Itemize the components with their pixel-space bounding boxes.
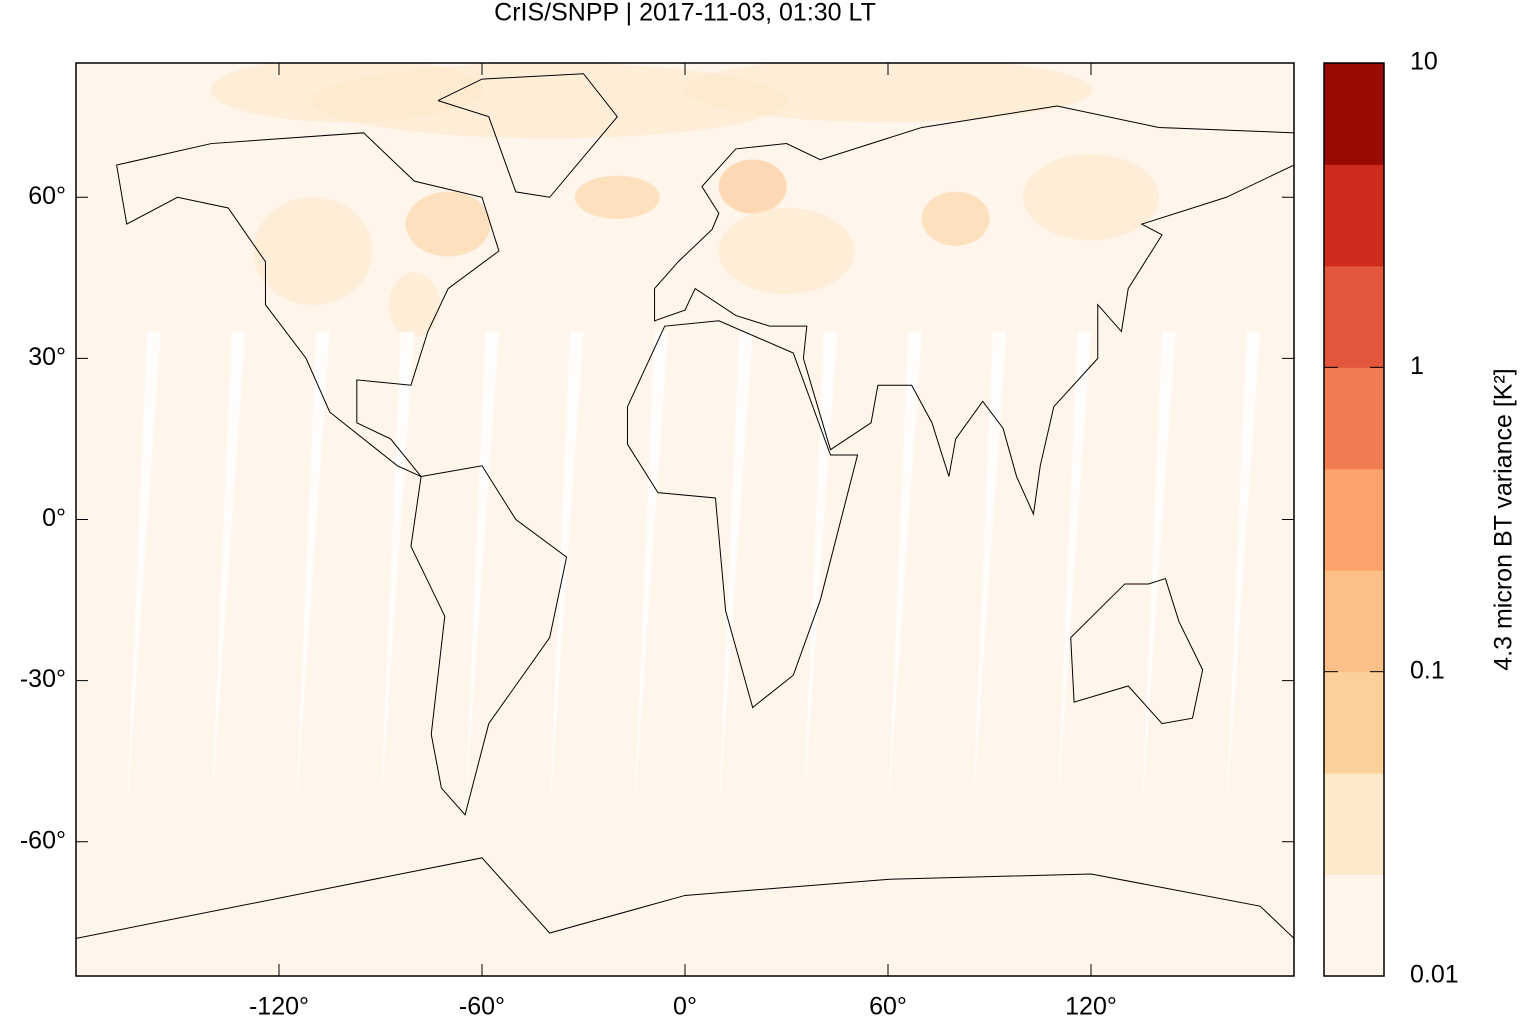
coastline [654, 105, 1294, 516]
coastline [1070, 577, 1204, 725]
colorbar-tick-label: 10 [1410, 48, 1438, 76]
field-patch [718, 159, 787, 214]
orbit-gap [634, 331, 669, 815]
y-tick-label: 0° [42, 504, 66, 532]
orbit-gap [803, 331, 838, 815]
field-patch [718, 207, 855, 295]
y-tick-label: 60° [28, 182, 66, 210]
colorbar-band [1324, 874, 1384, 977]
x-tick-label: 60° [869, 993, 907, 1020]
x-tick-label: -60° [459, 993, 505, 1020]
colorbar-frame [1323, 62, 1385, 977]
colorbar-tick-label: 0.1 [1410, 656, 1445, 684]
colorbar-label: 4.3 micron BT variance [K²] [1490, 368, 1518, 670]
orbit-gap [718, 331, 753, 815]
orbit-gap [888, 331, 922, 815]
colorbar-band [1324, 468, 1384, 571]
field-patch [253, 196, 373, 305]
field-patch [311, 63, 788, 139]
field-patch [1023, 154, 1159, 241]
field-patch [574, 175, 660, 219]
coastline [410, 465, 568, 816]
orbit-gap [211, 331, 246, 815]
colorbar-band [1324, 570, 1384, 673]
field-patch [684, 63, 1092, 123]
orbit-gap [549, 331, 584, 815]
colorbar-band [1324, 164, 1384, 267]
map-area [76, 63, 1294, 976]
colorbar-band [1324, 367, 1384, 470]
colorbar-band [1324, 773, 1384, 876]
orbit-gap [1057, 331, 1091, 815]
x-tick-label: -120° [249, 993, 309, 1020]
y-tick-label: 30° [28, 343, 66, 371]
field-patch [921, 191, 990, 246]
x-tick-label: 0° [673, 993, 697, 1020]
coastline [437, 73, 618, 198]
coastline [626, 320, 859, 709]
x-tick-label: 120° [1065, 993, 1117, 1020]
y-tick-label: -60° [20, 826, 66, 854]
chart-title: CrIS/SNPP | 2017-11-03, 01:30 LT [494, 0, 876, 27]
field-patch [388, 272, 440, 338]
orbit-gap [972, 331, 1007, 815]
orbit-gap [380, 331, 415, 815]
orbit-gap [1226, 331, 1261, 815]
colorbar-band [1324, 265, 1384, 368]
field-patch [405, 191, 491, 257]
orbit-gap [1141, 331, 1176, 815]
orbit-gap [295, 331, 330, 815]
y-tick-label: -30° [20, 665, 66, 693]
colorbar-tick-label: 1 [1410, 352, 1424, 380]
orbit-gap [126, 331, 161, 815]
colorbar-band [1324, 63, 1384, 165]
coastline [116, 132, 500, 477]
colorbar-tick-label: 0.01 [1410, 961, 1459, 989]
orbit-gap [465, 331, 499, 815]
colorbar-band [1324, 671, 1384, 774]
coastline [76, 857, 1294, 939]
